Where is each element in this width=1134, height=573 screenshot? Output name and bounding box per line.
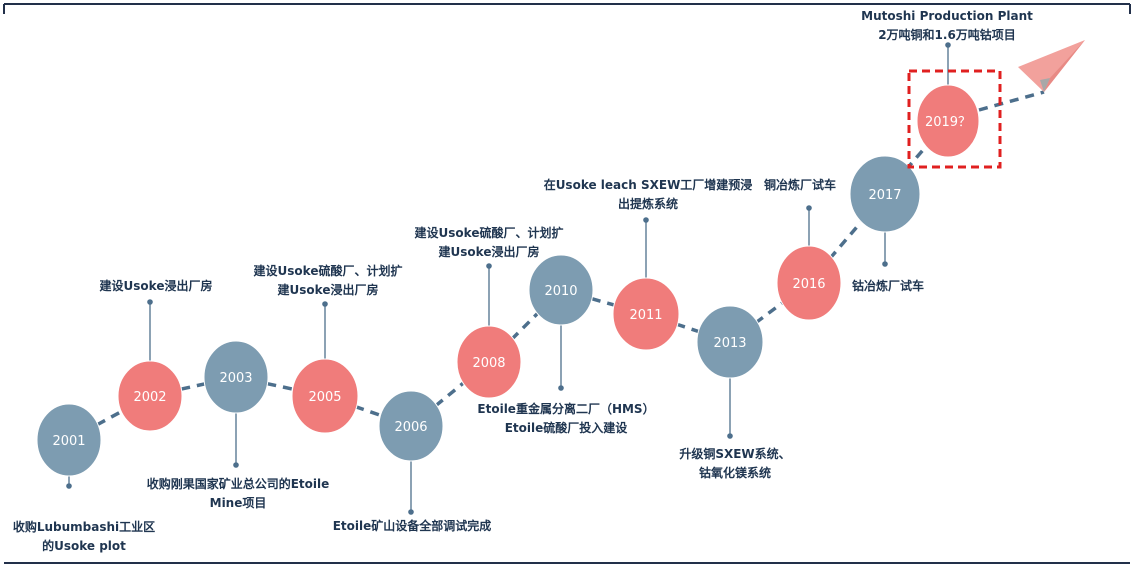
milestone-year: 2013 — [713, 336, 746, 351]
milestone-description: 收购Lubumbashi工业区 — [13, 519, 155, 534]
milestone-circle — [849, 155, 921, 233]
milestone-node-2002: 2002 — [117, 360, 183, 432]
milestone-circle — [528, 254, 594, 326]
milestone-circle — [378, 390, 444, 462]
stem-dot — [486, 263, 492, 269]
highlight-box — [907, 69, 1002, 169]
milestone-description: 钴氧化镁系统 — [699, 465, 771, 480]
milestone-circle — [117, 360, 183, 432]
milestone-description: 建Usoke浸出厂房 — [277, 282, 379, 297]
milestone-description: 收购刚果国家矿业总公司的Etoile — [147, 476, 330, 491]
milestone-description: Etoile硫酸厂投入建设 — [505, 420, 629, 435]
stem-dot — [945, 42, 951, 48]
milestone-year: 2016 — [792, 277, 825, 292]
milestone-year: 2006 — [394, 420, 427, 435]
stem-dot — [147, 299, 153, 305]
milestone-description: 出提炼系统 — [618, 196, 678, 211]
milestone-description: 在Usoke leach SXEW工厂增建预浸 — [544, 177, 753, 192]
milestone-year: 2002 — [133, 390, 166, 405]
milestone-circle — [776, 245, 842, 321]
milestone-circle — [696, 305, 764, 379]
milestone-description: 建设Usoke浸出厂房 — [99, 278, 213, 293]
milestone-description: 的Usoke plot — [42, 538, 126, 553]
milestone-node-2003: 2003 — [203, 340, 269, 414]
milestone-description: Etoile重金属分离二厂（HMS） — [477, 401, 654, 416]
paper-plane-icon — [1018, 40, 1085, 92]
connector-tail — [978, 90, 1045, 112]
stem-dot — [322, 301, 328, 307]
milestone-description: 升级铜SXEW系统、 — [679, 446, 790, 461]
stem-dot — [408, 509, 414, 515]
stem-dot — [643, 217, 649, 223]
milestone-circle — [612, 277, 680, 351]
milestone-description: 铜冶炼厂试车 — [764, 177, 836, 192]
milestone-year: 2005 — [308, 390, 341, 405]
milestone-node-2010: 2010 — [528, 254, 594, 326]
milestone-circle — [36, 403, 102, 477]
milestone-year: 2019？ — [925, 115, 971, 130]
stem-dot — [233, 462, 239, 468]
milestone-node-2011: 2011 — [612, 277, 680, 351]
milestone-description: 2万吨铜和1.6万吨钴项目 — [878, 27, 1016, 42]
stem-dot — [806, 205, 812, 211]
milestone-year: 2010 — [544, 284, 577, 299]
milestone-circle — [203, 340, 269, 414]
milestone-node-2016: 2016 — [776, 245, 842, 321]
milestone-description: 建设Usoke硫酸厂、计划扩 — [414, 225, 564, 240]
milestone-description: Mutoshi Production Plant — [861, 9, 1033, 23]
milestone-circle — [456, 325, 522, 399]
milestone-description: 建设Usoke硫酸厂、计划扩 — [253, 263, 403, 278]
milestone-node-2006: 2006 — [378, 390, 444, 462]
milestone-year: 2011 — [629, 308, 662, 323]
milestone-circle — [916, 84, 980, 158]
stem-dot — [66, 483, 72, 489]
milestone-circle — [291, 358, 359, 434]
milestone-node-2005: 2005 — [291, 358, 359, 434]
milestone-node-2019: 2019？ — [916, 84, 980, 158]
stem-dot — [882, 261, 888, 267]
milestone-year: 2003 — [219, 371, 252, 386]
milestone-description: 建Usoke浸出厂房 — [438, 244, 540, 259]
milestone-node-2013: 2013 — [696, 305, 764, 379]
stem-dot — [558, 385, 564, 391]
milestone-description: Mine项目 — [210, 496, 267, 510]
milestone-year: 2001 — [52, 434, 85, 449]
milestone-node-2008: 2008 — [456, 325, 522, 399]
milestone-node-2017: 2017 — [849, 155, 921, 233]
milestone-description: Etoile矿山设备全部调试完成 — [333, 518, 492, 533]
stem-dot — [727, 433, 733, 439]
milestone-node-2001: 2001 — [36, 403, 102, 477]
milestone-year: 2008 — [472, 356, 505, 371]
milestone-year: 2017 — [868, 188, 901, 203]
milestone-description: 钴冶炼厂试车 — [852, 278, 924, 293]
